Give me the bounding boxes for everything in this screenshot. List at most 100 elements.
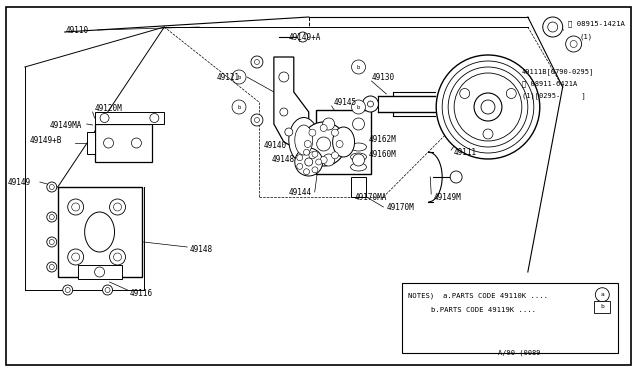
Text: 49149+A: 49149+A <box>289 32 321 42</box>
Text: b: b <box>600 304 604 309</box>
Circle shape <box>543 17 563 37</box>
Circle shape <box>297 155 303 161</box>
Text: 49145: 49145 <box>333 97 356 106</box>
Bar <box>316 110 371 174</box>
Circle shape <box>285 128 292 136</box>
Text: b: b <box>237 74 241 80</box>
Circle shape <box>474 93 502 121</box>
Text: 49111: 49111 <box>453 148 476 157</box>
Text: 49140: 49140 <box>264 141 287 150</box>
Circle shape <box>49 185 54 189</box>
Circle shape <box>595 288 609 302</box>
Bar <box>86 132 95 154</box>
Circle shape <box>320 157 327 164</box>
Circle shape <box>47 237 57 247</box>
Circle shape <box>49 215 54 219</box>
Circle shape <box>297 163 303 169</box>
Circle shape <box>47 182 57 192</box>
Circle shape <box>367 101 374 107</box>
Text: 49130: 49130 <box>371 73 395 81</box>
Circle shape <box>309 152 316 159</box>
Circle shape <box>100 113 109 122</box>
Circle shape <box>353 118 365 130</box>
Text: 49144: 49144 <box>289 187 312 196</box>
Circle shape <box>332 129 339 136</box>
Circle shape <box>47 262 57 272</box>
Text: 49120M: 49120M <box>95 103 122 112</box>
Circle shape <box>566 36 582 52</box>
Ellipse shape <box>333 127 355 157</box>
Text: 49160M: 49160M <box>369 150 396 158</box>
Text: Ⓝ 08911-6421A: Ⓝ 08911-6421A <box>522 81 577 87</box>
Circle shape <box>95 267 104 277</box>
Ellipse shape <box>351 143 367 151</box>
Bar <box>58 187 143 277</box>
Text: 49148: 49148 <box>189 246 212 254</box>
Text: 49149MA: 49149MA <box>50 121 82 129</box>
Text: A/90 (0089: A/90 (0089 <box>498 350 540 356</box>
Circle shape <box>49 240 54 244</box>
Ellipse shape <box>295 125 313 155</box>
Circle shape <box>316 159 322 165</box>
Text: 49149M: 49149M <box>433 192 461 202</box>
Bar <box>77 265 122 279</box>
Circle shape <box>336 141 343 148</box>
Circle shape <box>280 108 288 116</box>
Circle shape <box>353 154 365 166</box>
Circle shape <box>506 89 516 99</box>
Polygon shape <box>274 57 308 150</box>
Circle shape <box>102 285 113 295</box>
Text: 49110: 49110 <box>66 26 89 35</box>
Circle shape <box>309 129 316 136</box>
Bar <box>351 177 367 197</box>
Circle shape <box>483 129 493 139</box>
Circle shape <box>351 60 365 74</box>
Circle shape <box>232 100 246 114</box>
Ellipse shape <box>351 153 367 161</box>
Circle shape <box>460 89 470 99</box>
Circle shape <box>303 169 310 175</box>
Circle shape <box>303 149 310 155</box>
Text: (1)[0295-     ]: (1)[0295- ] <box>522 93 586 99</box>
Circle shape <box>279 72 289 82</box>
Circle shape <box>65 288 70 292</box>
Circle shape <box>450 171 462 183</box>
Bar <box>95 124 152 162</box>
Text: 49116: 49116 <box>129 289 152 298</box>
Text: 49170M: 49170M <box>387 202 414 212</box>
Text: 49111B[0790-0295]: 49111B[0790-0295] <box>522 68 594 76</box>
Circle shape <box>320 125 327 131</box>
Circle shape <box>47 212 57 222</box>
Circle shape <box>113 253 122 261</box>
Text: b: b <box>237 105 241 109</box>
Circle shape <box>251 56 263 68</box>
Text: 49162M: 49162M <box>369 135 396 144</box>
Text: 49149: 49149 <box>8 177 31 186</box>
Circle shape <box>323 154 335 166</box>
Ellipse shape <box>351 163 367 171</box>
Circle shape <box>72 203 79 211</box>
Circle shape <box>68 249 84 265</box>
Circle shape <box>109 199 125 215</box>
Circle shape <box>232 70 246 84</box>
Bar <box>595 301 611 313</box>
Circle shape <box>323 118 335 130</box>
Bar <box>95 112 164 124</box>
Text: (1): (1) <box>580 34 593 40</box>
Ellipse shape <box>289 118 319 163</box>
Text: 49149+B: 49149+B <box>30 135 62 144</box>
Circle shape <box>298 32 308 42</box>
Circle shape <box>105 288 110 292</box>
Circle shape <box>109 249 125 265</box>
Circle shape <box>113 203 122 211</box>
Circle shape <box>312 151 318 157</box>
Text: b: b <box>357 105 360 109</box>
Text: b.PARTS CODE 49119K ....: b.PARTS CODE 49119K .... <box>431 307 536 313</box>
Circle shape <box>255 118 259 122</box>
Circle shape <box>317 137 331 151</box>
Ellipse shape <box>84 212 115 252</box>
Text: NOTES)  a.PARTS CODE 49110K ....: NOTES) a.PARTS CODE 49110K .... <box>408 293 548 299</box>
Text: 49170MA: 49170MA <box>355 192 387 202</box>
Circle shape <box>301 122 346 166</box>
Text: 49121: 49121 <box>217 73 240 81</box>
